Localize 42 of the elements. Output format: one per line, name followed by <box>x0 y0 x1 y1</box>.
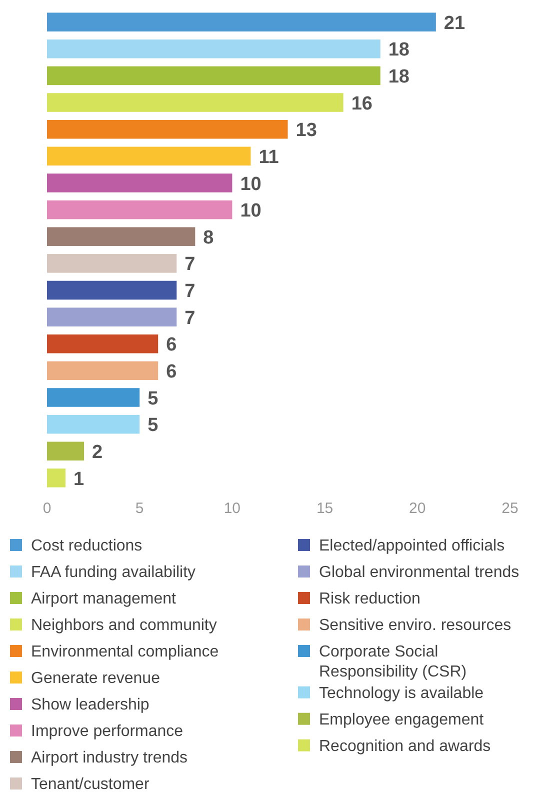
x-tick-label: 0 <box>42 500 52 517</box>
legend-label: Airport industry trends <box>31 750 188 767</box>
data-label: 6 <box>166 362 177 383</box>
legend-label: FAA funding availability <box>31 564 196 582</box>
data-label: 10 <box>240 200 262 222</box>
legend-label: Environmental compliance <box>31 644 219 661</box>
data-label: 1 <box>74 468 85 490</box>
legend-label: Neighbors and community <box>31 617 217 634</box>
legend-label: Technology is available <box>319 684 484 702</box>
legend-label: Sensitive enviro. resources <box>319 617 512 634</box>
data-label: 21 <box>444 12 466 34</box>
data-label: 6 <box>166 334 177 356</box>
x-tick-label: 25 <box>502 500 518 517</box>
legend-label: Airport management <box>31 590 177 608</box>
legend-label: Risk reduction <box>319 590 420 608</box>
data-label: 7 <box>184 281 196 302</box>
x-tick-label: 5 <box>135 500 144 517</box>
legend-label: Tenant/customer <box>31 776 150 794</box>
data-label: 8 <box>203 227 214 248</box>
legend-label: Show leadership <box>31 696 150 714</box>
x-tick-label: 20 <box>409 500 426 517</box>
legend-label: Cost reductions <box>31 538 142 555</box>
data-label: 18 <box>388 40 410 61</box>
legend-label: Elected/appointed officials <box>319 538 505 555</box>
legend-label: Improve performance <box>31 723 184 740</box>
legend-label: Global environmental trends <box>319 564 520 582</box>
data-label: 7 <box>184 308 196 329</box>
legend-label: Employee engagement <box>319 711 484 728</box>
data-label: 2 <box>92 442 103 463</box>
data-label: 5 <box>148 415 159 436</box>
x-tick-label: 10 <box>224 500 241 517</box>
legend-label: Corporate Social Responsibility (CSR) <box>319 644 467 681</box>
data-label: 5 <box>148 388 159 410</box>
data-label: 7 <box>184 254 196 276</box>
legend-label: Generate revenue <box>31 670 160 688</box>
data-label: 16 <box>351 93 372 114</box>
data-label: 11 <box>258 146 280 168</box>
data-label: 18 <box>388 66 410 88</box>
x-tick-label: 15 <box>316 500 334 517</box>
data-label: 10 <box>240 174 262 195</box>
legend-label: Recognition and awards <box>319 738 491 755</box>
data-label: 13 <box>296 120 317 142</box>
